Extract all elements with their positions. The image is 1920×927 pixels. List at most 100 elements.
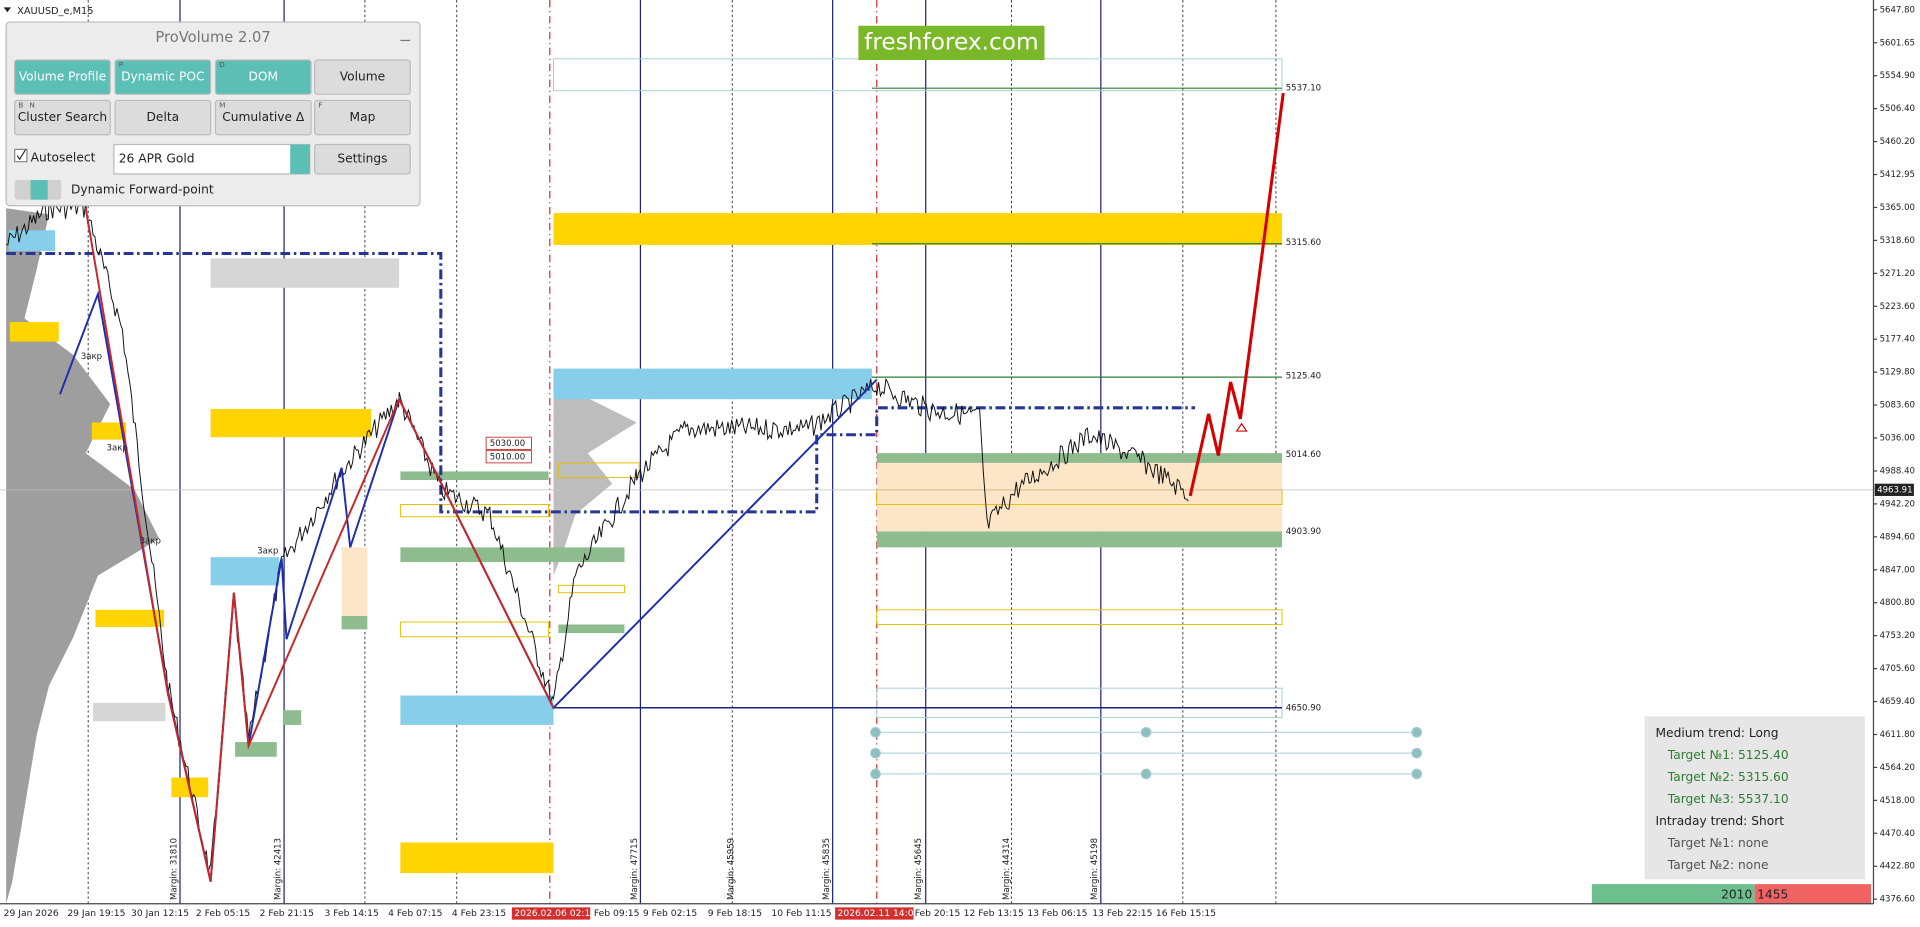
price-label: 5036.00 [1880,434,1915,444]
button-label: Volume [340,70,386,84]
tool-button[interactable] [14,99,111,136]
level-label: 5315.60 [1286,238,1321,248]
level-labels: 5537.10 5315.60 5125.40 5014.60 4903.90 … [1286,84,1321,714]
price-label: 5129.80 [1880,368,1915,378]
tool-button[interactable] [114,59,212,95]
button-key: M [219,100,225,109]
dropdown-value: 26 APR Gold [119,152,195,166]
price-label: 4659.40 [1880,697,1915,707]
close-mark: 3акр [140,537,161,547]
balance-value: 1455 [1757,888,1788,902]
button-label: Map [350,110,376,124]
check [16,149,27,161]
price-label: 5412.95 [1880,170,1915,180]
price-label: 4470.40 [1880,829,1915,839]
dropdown-arrow[interactable] [290,144,310,174]
price-label: 5177.40 [1880,335,1915,345]
wave-red [84,208,555,882]
price-label: 4518.00 [1880,796,1915,806]
provolume-panel: ProVolume 2.07 Volume Profile Dynamic POC… [5,21,421,207]
session-lines [87,0,1277,904]
tool-button[interactable] [314,99,411,136]
margin-label: Margin: 45198 [1090,838,1100,900]
forecast [1188,92,1285,497]
margin-label: Margin: 45835 [822,838,832,900]
price-label: 5365.00 [1880,203,1915,213]
price-label: 4988.40 [1880,466,1915,476]
settings-button[interactable] [314,143,411,175]
price-axis: 5647.80 5601.65 5554.90 5506.40 5460.20 5412.… [1873,5,1915,905]
price-label: 4705.60 [1880,664,1915,674]
margin-label: Margin: 44314 [1002,838,1012,900]
time-label: 13 Feb 22:15 [1092,908,1152,919]
info-line: Target №1: 5125.40 [1667,748,1789,762]
menu-arrow[interactable] [3,7,12,13]
time-label: 2 Feb 05:15 [196,908,251,919]
margin-label: Margin: 31810 [169,838,179,900]
symbol: XAUUSD_e,M15 [17,6,93,17]
button-label: Volume Profile [19,70,106,84]
checkbox-label: Autoselect [31,150,96,164]
button-key: N [29,100,34,109]
price-box [485,436,532,450]
margin-label: Margin: 42413 [273,838,283,900]
margins: Margin: 31810 Margin: 42413 Margin: 47715 M… [169,838,1100,900]
level-label: 5537.10 [1286,84,1321,94]
level-lines [871,87,1283,378]
time-label: 4 Feb 07:15 [388,908,443,919]
time-label: 30 Jan 12:15 [131,908,189,919]
price-label: 5223.60 [1880,302,1915,312]
info-box [1644,716,1865,880]
info-line: Target №1: none [1667,836,1769,850]
time-label: 9 Feb 18:15 [708,908,763,919]
time-label: 9 Feb 02:15 [643,908,698,919]
time-highlight [511,907,591,920]
time-label: 29 Jan 19:15 [67,908,125,919]
info-line: Target №3: 5537.10 [1667,792,1789,806]
button-label: Delta [147,110,180,124]
time-label: 2 Feb 21:15 [260,908,315,919]
button-label: Dynamic POC [121,70,204,84]
button-label: DOM [248,70,278,84]
info-line: Target №2: none [1667,858,1769,872]
price-label: 5271.20 [1880,269,1915,279]
level-label: 5014.60 [1286,450,1321,460]
info-line: Intraday trend: Short [1656,814,1785,828]
time-axis: 29 Jan 2026 29 Jan 19:15 30 Jan 12:15 2 Feb… [4,907,1216,920]
button-key: D [219,60,225,69]
tool-button[interactable] [314,59,411,95]
margin-label: Margin: 45645 [914,838,924,900]
time-label: 2026.02.11 14:00 [838,908,920,919]
current-price-box [1874,483,1914,496]
time-label: 29 Jan 2026 [4,908,59,919]
tool-button[interactable] [214,99,312,136]
tool-button[interactable] [14,59,111,95]
time-label: 4 Feb 23:15 [452,908,507,919]
forward-points [870,726,1423,780]
time-label: 13 Feb 06:15 [1027,908,1087,919]
price-label: 4564.20 [1880,763,1915,773]
tool-button[interactable] [114,99,212,136]
info-line: Target №2: 5315.60 [1667,770,1789,784]
close-mark: 3акр [257,547,278,557]
tool-button[interactable] [214,59,312,95]
price-box [485,450,532,464]
dropdown[interactable] [113,143,311,175]
price-label: 4753.20 [1880,631,1915,641]
balance-value: 2010 [1721,888,1752,902]
watermark: freshforex.com [864,28,1039,55]
price-label: 4800.80 [1880,598,1915,608]
current-price: 4963.91 [1877,485,1912,495]
price-label: 5601.65 [1880,38,1915,48]
price-label: 5318.60 [1880,236,1915,246]
level-label: 4650.90 [1286,703,1321,713]
time-label: 16 Feb 15:15 [1156,908,1216,919]
price-label: 5083.60 [1880,401,1915,411]
settings-label: Settings [337,152,387,166]
volume-profile-mid [553,371,637,576]
price-label: 4422.80 [1880,862,1915,872]
panel-title: ProVolume 2.07 [155,29,270,46]
marked-price: 5010.00 [490,452,525,462]
balance-sell [1754,884,1872,904]
